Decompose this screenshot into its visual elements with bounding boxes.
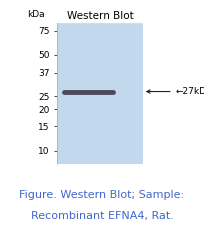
Title: Western Blot: Western Blot [67, 11, 133, 21]
Text: ←27kDa: ←27kDa [175, 87, 204, 96]
Bar [57, 23, 143, 164]
Text: kDa: kDa [27, 10, 45, 19]
Text: Recombinant EFNA4, Rat.: Recombinant EFNA4, Rat. [31, 212, 173, 221]
Text: Figure. Western Blot; Sample:: Figure. Western Blot; Sample: [19, 190, 185, 200]
